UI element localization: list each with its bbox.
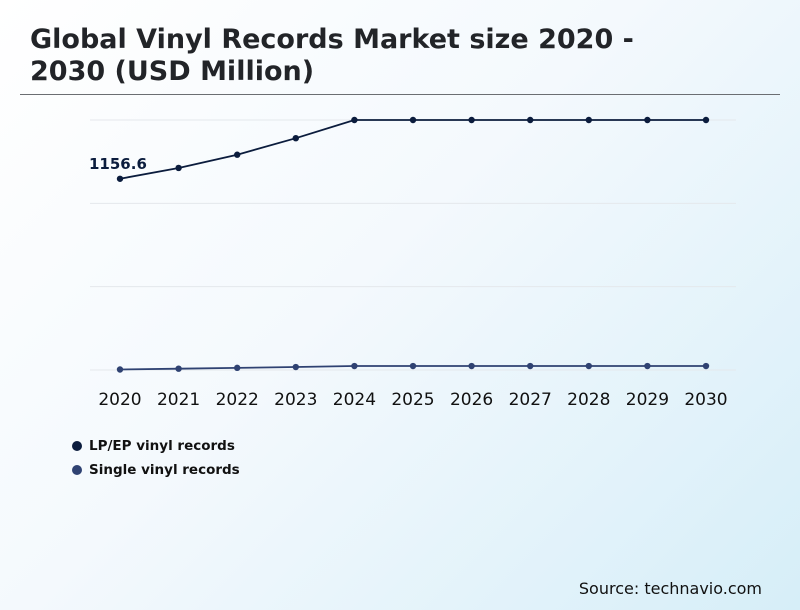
data-point [468,362,475,370]
data-point [527,362,534,370]
data-point [292,134,299,142]
legend-label: LP/EP vinyl records [89,438,235,454]
data-label: 1156.6 [89,155,147,173]
data-point [234,364,241,372]
legend-item: Single vinyl records [72,458,240,482]
chart-legend: LP/EP vinyl records Single vinyl records [72,434,240,482]
data-point [409,116,417,124]
x-tick-label: 2029 [626,390,669,410]
x-tick-label: 2020 [98,390,141,410]
data-point [175,365,182,372]
data-point [292,363,299,371]
title-divider [20,94,780,95]
x-tick-label: 2027 [509,390,552,410]
data-point [409,362,417,370]
x-tick-label: 2022 [216,390,259,410]
data-point [351,362,358,370]
x-tick-label: 2025 [391,390,434,410]
data-point [527,116,534,124]
legend-label: Single vinyl records [89,462,240,478]
x-tick-label: 2021 [157,390,200,410]
data-point [116,175,124,182]
data-point [175,164,182,172]
data-point [116,366,124,373]
x-tick-label: 2023 [274,390,317,410]
x-tick-label: 2030 [684,390,727,410]
x-tick-label: 2024 [333,390,376,410]
data-point [644,116,651,124]
legend-marker [72,441,82,451]
x-tick-label: 2028 [567,390,610,410]
data-point [585,116,592,124]
data-point [644,362,651,370]
source-credit: Source: technavio.com [578,579,762,598]
legend-marker [72,465,82,475]
data-point [234,151,241,158]
legend-item: LP/EP vinyl records [72,434,240,458]
series-line-1 [119,119,706,180]
data-point [702,116,710,124]
x-tick-label: 2026 [450,390,493,410]
data-point [585,362,592,370]
data-point [351,116,358,124]
chart-title: Global Vinyl Records Market size 2020 - … [30,24,634,87]
data-point [702,362,710,370]
data-point [468,116,475,124]
